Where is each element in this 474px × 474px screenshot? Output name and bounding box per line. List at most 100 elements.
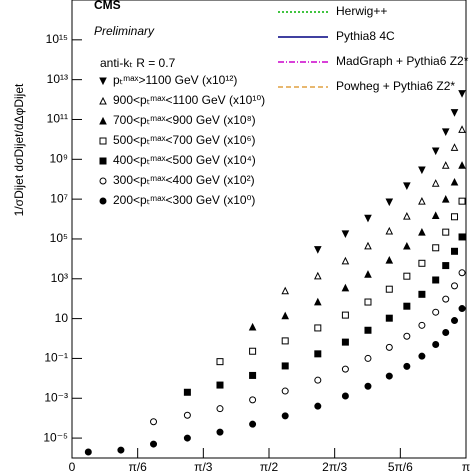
legend-marker	[99, 77, 107, 86]
data-point	[458, 305, 466, 313]
data-point	[385, 372, 393, 380]
data-point	[450, 177, 459, 186]
data-point	[364, 354, 372, 362]
data-point	[341, 311, 349, 319]
legend-marker	[99, 96, 107, 105]
y-tick-label: 10³	[51, 271, 68, 285]
data-point	[248, 322, 257, 331]
data-point	[418, 290, 426, 298]
data-point	[314, 297, 322, 306]
y-tick-label: 10⁻³	[44, 390, 68, 404]
data-point	[341, 338, 349, 346]
data-point	[458, 90, 466, 98]
data-point	[117, 446, 125, 454]
data-point	[442, 228, 450, 236]
data-point	[418, 166, 426, 175]
data-point	[458, 197, 466, 205]
legend-label: Herwig++	[336, 4, 387, 18]
data-point	[451, 317, 459, 325]
legend-label: pₜᵐᵃˣ>1100 GeV (x10¹²)	[113, 73, 237, 87]
data-point	[403, 182, 411, 191]
data-point	[385, 255, 394, 264]
data-point	[385, 198, 394, 207]
y-tick-label: 10¹¹	[47, 112, 68, 126]
data-point	[281, 362, 289, 370]
x-tick-label: 2π/3	[322, 460, 347, 474]
data-point	[441, 195, 450, 203]
data-point	[451, 247, 459, 255]
data-point	[364, 298, 372, 306]
data-point	[249, 420, 257, 428]
data-point	[442, 295, 450, 303]
x-tick-label: π	[462, 460, 470, 474]
data-point	[281, 412, 289, 420]
y-tick-label: 10⁻¹	[44, 351, 68, 365]
y-tick-label: 10⁹	[50, 151, 69, 165]
data-point	[403, 362, 411, 370]
data-point	[249, 347, 257, 355]
data-point	[281, 387, 289, 395]
legend-marker	[99, 177, 107, 185]
data-point	[450, 143, 459, 151]
legend-label: 700<pₜᵐᵃˣ<900 GeV (x10⁸)	[113, 113, 256, 127]
data-point	[431, 147, 440, 156]
data-point	[403, 241, 411, 250]
data-point	[364, 382, 372, 390]
chart-title: CMS	[94, 0, 121, 12]
legend-label: 300<pₜᵐᵃˣ<400 GeV (x10²)	[113, 173, 255, 187]
data-point	[385, 285, 393, 293]
data-point	[281, 337, 289, 345]
data-point	[84, 448, 92, 456]
data-point	[432, 308, 440, 316]
data-point	[314, 350, 322, 358]
data-point	[442, 329, 450, 337]
data-point	[281, 311, 290, 320]
data-point	[314, 271, 322, 280]
data-point	[183, 411, 191, 419]
data-point	[341, 256, 350, 265]
data-point	[364, 326, 372, 334]
y-tick-label: 10⁷	[50, 191, 68, 205]
data-point	[385, 343, 393, 351]
data-point	[216, 428, 224, 436]
x-tick-label: π/6	[129, 460, 148, 474]
x-tick-label: π/2	[260, 460, 279, 474]
data-point	[431, 179, 440, 187]
data-point	[432, 341, 440, 349]
data-point	[183, 388, 191, 396]
data-point	[249, 371, 257, 379]
data-point	[458, 233, 466, 241]
data-point	[216, 358, 224, 366]
legend-marker	[99, 116, 107, 125]
data-point	[451, 213, 459, 221]
data-point	[450, 109, 459, 117]
legend-label: Pythia8 4C	[336, 29, 395, 43]
data-point	[451, 282, 459, 290]
y-tick-label: 10¹³	[47, 72, 68, 86]
data-point	[385, 226, 394, 235]
legend-label: 900<pₜᵐᵃˣ<1100 GeV (x10¹⁰)	[113, 93, 265, 107]
data-point	[418, 321, 426, 329]
data-point	[385, 314, 393, 322]
legend-marker	[99, 137, 107, 145]
data-point	[403, 212, 411, 220]
y-tick-label: 10	[55, 311, 69, 325]
data-point	[432, 276, 440, 284]
data-point	[341, 283, 350, 292]
legend-marker	[99, 197, 107, 205]
data-point	[418, 259, 426, 267]
x-tick-label: 5π/6	[388, 460, 413, 474]
legend-label: 400<pₜᵐᵃˣ<500 GeV (x10⁴)	[113, 153, 256, 167]
data-point	[314, 246, 322, 254]
data-point	[418, 228, 426, 236]
data-point	[432, 244, 440, 252]
data-point	[364, 214, 372, 223]
data-point	[150, 440, 158, 448]
data-point	[150, 418, 158, 426]
data-point	[442, 262, 450, 270]
annotation: anti-kₜ R = 0.7	[100, 56, 176, 70]
data-point	[441, 161, 450, 169]
data-point	[216, 381, 224, 389]
legend-label: 200<pₜᵐᵃˣ<300 GeV (x10⁰)	[113, 193, 255, 207]
data-point	[183, 434, 191, 442]
